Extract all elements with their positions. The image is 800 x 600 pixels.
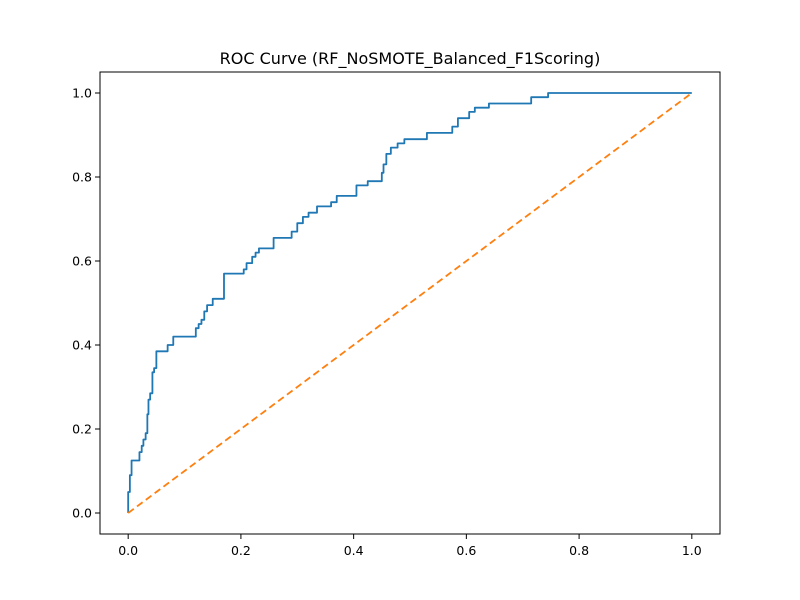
x-tick-label: 0.0	[118, 543, 138, 558]
x-tick-label: 0.4	[344, 543, 364, 558]
chance-diagonal-line	[127, 92, 693, 514]
y-axis: 0.0 0.2 0.4 0.6 0.8 1.0	[72, 86, 100, 521]
plot-lines	[127, 92, 693, 514]
y-tick-label: 0.0	[72, 506, 92, 521]
x-axis: 0.0 0.2 0.4 0.6 0.8 1.0	[118, 534, 702, 558]
y-tick-label: 0.2	[72, 422, 92, 437]
roc-curve-line	[127, 92, 692, 513]
axes-frame	[99, 71, 721, 535]
y-tick-label: 0.8	[72, 170, 92, 185]
y-tick-label: 0.4	[72, 338, 92, 353]
x-tick-label: 1.0	[682, 543, 702, 558]
x-tick-label: 0.2	[231, 543, 251, 558]
chart-title: ROC Curve (RF_NoSMOTE_Balanced_F1Scoring…	[220, 49, 601, 69]
y-tick-label: 0.6	[72, 254, 92, 269]
x-tick-label: 0.6	[456, 543, 476, 558]
y-tick-label: 1.0	[72, 86, 92, 101]
x-tick-label: 0.8	[569, 543, 589, 558]
